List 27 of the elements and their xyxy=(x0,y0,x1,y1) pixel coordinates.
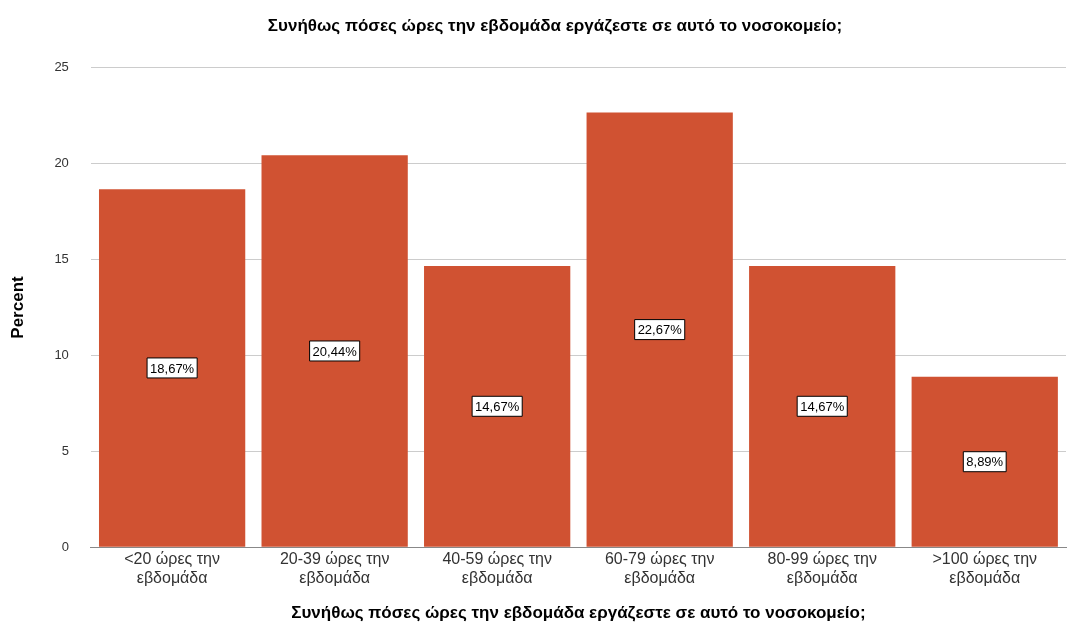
data-label: 14,67% xyxy=(800,398,845,414)
bar xyxy=(749,265,896,547)
y-tick-label: 10 xyxy=(54,347,69,363)
data-label: 18,67% xyxy=(150,360,195,376)
chart-title: Συνήθως πόσες ώρες την εβδομάδα εργάζεστε σε αυτό το νοσοκομείο; xyxy=(266,16,844,37)
data-label: 8,89% xyxy=(966,454,1004,470)
y-tick-label: 5 xyxy=(61,442,69,458)
data-label: 22,67% xyxy=(637,322,683,338)
y-tick-label: 25 xyxy=(54,59,69,75)
x-tick-label: 80-99 ώρες την εβδομάδα xyxy=(767,550,877,587)
data-label: 14,67% xyxy=(475,398,520,414)
x-tick-label: 40-59 ώρες την εβδομάδα xyxy=(442,550,552,587)
y-tick-label: 20 xyxy=(54,155,69,171)
y-axis-title: Percent xyxy=(7,275,27,339)
x-tick-label: <20 ώρες την εβδομάδα xyxy=(124,550,220,587)
y-tick-label: 15 xyxy=(54,251,69,267)
bar xyxy=(586,112,733,547)
data-label: 20,44% xyxy=(312,343,358,359)
x-tick-label: 60-79 ώρες την εβδομάδα xyxy=(604,550,715,587)
y-tick-label: 0 xyxy=(61,538,69,554)
x-tick-label: >100 ώρες την εβδομάδα xyxy=(932,550,1038,587)
x-axis-title: Συνήθως πόσες ώρες την εβδομάδα εργάζεστε σε αυτό το νοσοκομείο; xyxy=(291,603,866,623)
bar xyxy=(98,189,246,547)
bar xyxy=(261,155,408,547)
bar xyxy=(911,376,1058,547)
x-tick-label: 20-39 ώρες την εβδομάδα xyxy=(279,550,390,587)
bar xyxy=(424,265,571,547)
